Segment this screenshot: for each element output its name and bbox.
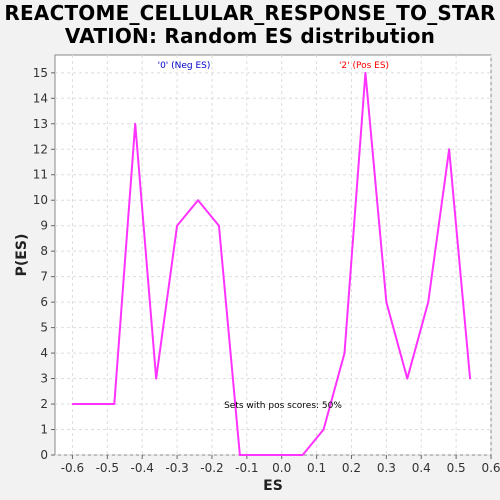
y-tick-label: 6 [40, 295, 48, 309]
data-point [239, 454, 241, 456]
data-point [92, 403, 95, 405]
x-tick-label: -0.1 [235, 461, 258, 475]
x-tick-label: -0.3 [165, 461, 188, 475]
y-tick-label: 5 [40, 321, 48, 335]
y-tick-label: 3 [40, 372, 48, 386]
x-axis-label: ES [263, 478, 283, 494]
data-point [134, 122, 137, 125]
chart-title: REACTOME_CELLULAR_RESPONSE_TO_STAR VATIO… [0, 2, 500, 48]
y-tick-label: 8 [40, 244, 48, 258]
y-tick-label: 12 [33, 142, 48, 156]
x-tick-label: 0.3 [377, 461, 396, 475]
y-tick-label: 7 [40, 270, 48, 284]
pos-scores-annotation: Sets with pos scores: 50% [224, 401, 342, 411]
y-axis-label: P(ES) [14, 234, 30, 277]
data-point [218, 224, 220, 227]
y-tick-label: 2 [40, 397, 48, 411]
y-tick-label: 13 [33, 117, 48, 131]
data-point [427, 301, 430, 303]
x-tick-label: -0.5 [96, 461, 119, 475]
legend-pos-es: '2' (Pos ES) [339, 61, 389, 71]
x-tick-label: 0.6 [481, 461, 500, 475]
data-point [343, 352, 346, 354]
y-tick-label: 1 [40, 423, 48, 437]
x-tick-label: 0.0 [272, 461, 291, 475]
x-tick-label: 0.4 [412, 461, 431, 475]
data-point [197, 199, 199, 202]
x-tick-label: 0.5 [447, 461, 466, 475]
x-tick-label: -0.4 [130, 461, 153, 475]
data-point [448, 148, 450, 151]
x-tick-label: -0.6 [61, 461, 84, 475]
data-point [301, 454, 304, 456]
y-tick-label: 9 [40, 219, 48, 233]
series-group [71, 71, 472, 456]
data-point [113, 403, 116, 405]
y-tick-label: 15 [33, 66, 48, 80]
x-tick-label: -0.2 [200, 461, 223, 475]
tick-labels: -0.6 -0.5 -0.4 -0.3 -0.2 -0.1 0.0 0.1 0.2 0.3 0.4 0… [33, 66, 500, 475]
data-point [322, 428, 325, 431]
y-tick-label: 10 [33, 193, 48, 207]
y-tick-label: 0 [40, 448, 48, 462]
data-point [385, 301, 388, 303]
x-tick-label: 0.2 [342, 461, 361, 475]
y-tick-label: 14 [33, 91, 48, 105]
data-point [259, 454, 262, 456]
data-point [406, 377, 409, 380]
legend-neg-es: '0' (Neg ES) [158, 61, 211, 71]
plot-area [54, 54, 492, 456]
chart-title-line1: REACTOME_CELLULAR_RESPONSE_TO_STAR [4, 1, 496, 25]
y-tick-label: 4 [40, 346, 48, 360]
series-line [72, 71, 472, 456]
chart-title-line2: VATION: Random ES distribution [64, 24, 436, 48]
data-point [280, 454, 283, 456]
data-point [155, 377, 157, 380]
y-tick-label: 11 [33, 168, 48, 182]
data-point [364, 72, 367, 74]
x-tick-label: 0.1 [307, 461, 326, 475]
data-point [469, 377, 471, 380]
data-point [176, 224, 178, 227]
data-point [71, 403, 74, 405]
